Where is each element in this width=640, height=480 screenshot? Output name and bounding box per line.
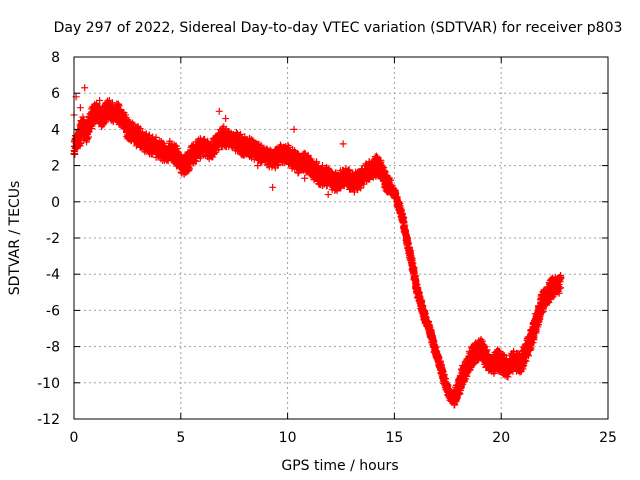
y-tick-label: -2 xyxy=(46,231,60,247)
data-point xyxy=(75,141,83,149)
y-tick-label: 2 xyxy=(51,159,60,175)
x-tick-label: 20 xyxy=(492,430,510,446)
x-tick-label: 0 xyxy=(70,430,79,446)
chart-title: Day 297 of 2022, Sidereal Day-to-day VTE… xyxy=(54,20,623,36)
y-tick-label: 6 xyxy=(51,86,60,102)
data-point xyxy=(98,123,106,131)
data-point xyxy=(85,128,93,136)
x-tick-label: 15 xyxy=(385,430,403,446)
x-axis-label: GPS time / hours xyxy=(281,458,398,474)
data-point xyxy=(152,133,160,141)
data-point xyxy=(247,135,255,143)
data-point xyxy=(108,99,116,107)
y-tick-label: 4 xyxy=(51,122,60,138)
data-point xyxy=(71,150,79,158)
y-tick-label: -6 xyxy=(46,303,60,319)
x-tick-label: 10 xyxy=(279,430,297,446)
x-tick-label: 5 xyxy=(176,430,185,446)
y-tick-label: 8 xyxy=(51,50,60,66)
x-tick-label: 25 xyxy=(599,430,617,446)
y-tick-label: -4 xyxy=(46,267,60,283)
data-points xyxy=(70,84,565,409)
data-point xyxy=(237,130,245,138)
y-tick-label: -12 xyxy=(37,412,60,428)
y-tick-label: 0 xyxy=(51,195,60,211)
y-tick-label: -8 xyxy=(46,340,60,356)
y-axis-label: SDTVAR / TECUs xyxy=(7,181,23,296)
y-tick-label: -10 xyxy=(37,376,60,392)
grid-lines xyxy=(74,57,608,419)
data-point xyxy=(197,152,205,160)
data-point xyxy=(159,139,167,147)
data-point xyxy=(84,135,92,143)
